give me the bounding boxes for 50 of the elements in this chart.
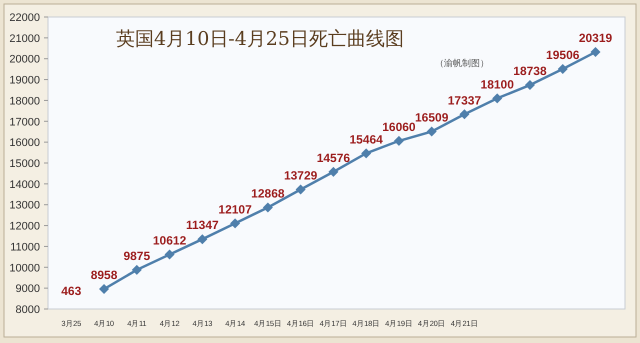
- point: [132, 264, 142, 275]
- y-tick-label: 10000: [9, 262, 40, 274]
- data-label: 16060: [382, 120, 416, 134]
- y-tick-label: 9000: [16, 283, 40, 296]
- data-label: 16509: [415, 110, 449, 125]
- point: [459, 109, 470, 120]
- y-tick-label: 22000: [9, 12, 40, 24]
- y-tick-label: 20000: [9, 54, 40, 66]
- data-label: 13729: [284, 168, 318, 183]
- data-label: 11347: [186, 218, 220, 232]
- text: （渝帆制图）: [435, 58, 489, 69]
- point: [492, 93, 502, 104]
- point: [296, 184, 306, 195]
- y-tick-label: 17000: [9, 116, 40, 128]
- point: [361, 148, 372, 158]
- point: [328, 166, 338, 177]
- point: [426, 126, 437, 137]
- y-tick-label: 12000: [9, 220, 40, 233]
- data-label: 8958: [90, 268, 118, 282]
- text: 英国4月10日-4月25日死亡曲线图: [116, 28, 404, 50]
- point: [524, 80, 535, 90]
- data-label: 18100: [480, 77, 514, 92]
- y-tick-label: 13000: [9, 200, 40, 212]
- point: [164, 250, 175, 260]
- y-tick-label: 8000: [16, 304, 40, 316]
- data-label: 18738: [513, 64, 547, 78]
- annotation: 463: [61, 284, 82, 298]
- data-label: 12868: [251, 186, 285, 200]
- data-label: 15464: [349, 132, 384, 146]
- point: [230, 218, 240, 228]
- y-tick-label: 11000: [10, 241, 40, 254]
- point: [197, 234, 208, 244]
- data-label: 20319: [578, 31, 613, 46]
- y-tick-label: 16000: [9, 137, 40, 150]
- y-tick-label: 21000: [9, 32, 40, 45]
- point: [394, 136, 404, 146]
- data-label: 12107: [218, 202, 252, 216]
- y-tick-label: 14000: [9, 178, 40, 191]
- y-tick-label: 15000: [9, 158, 40, 170]
- point: [99, 284, 110, 294]
- point: [262, 202, 273, 212]
- point: [558, 64, 568, 74]
- point: [590, 47, 601, 58]
- data-label: 19506: [546, 48, 580, 62]
- data-label: 9875: [123, 248, 150, 263]
- data-label: 10612: [152, 234, 187, 248]
- data-label: 17337: [448, 93, 482, 108]
- data-label: 14576: [316, 150, 350, 165]
- y-tick-label: 19000: [9, 74, 40, 87]
- y-tick-label: 18000: [9, 95, 40, 108]
